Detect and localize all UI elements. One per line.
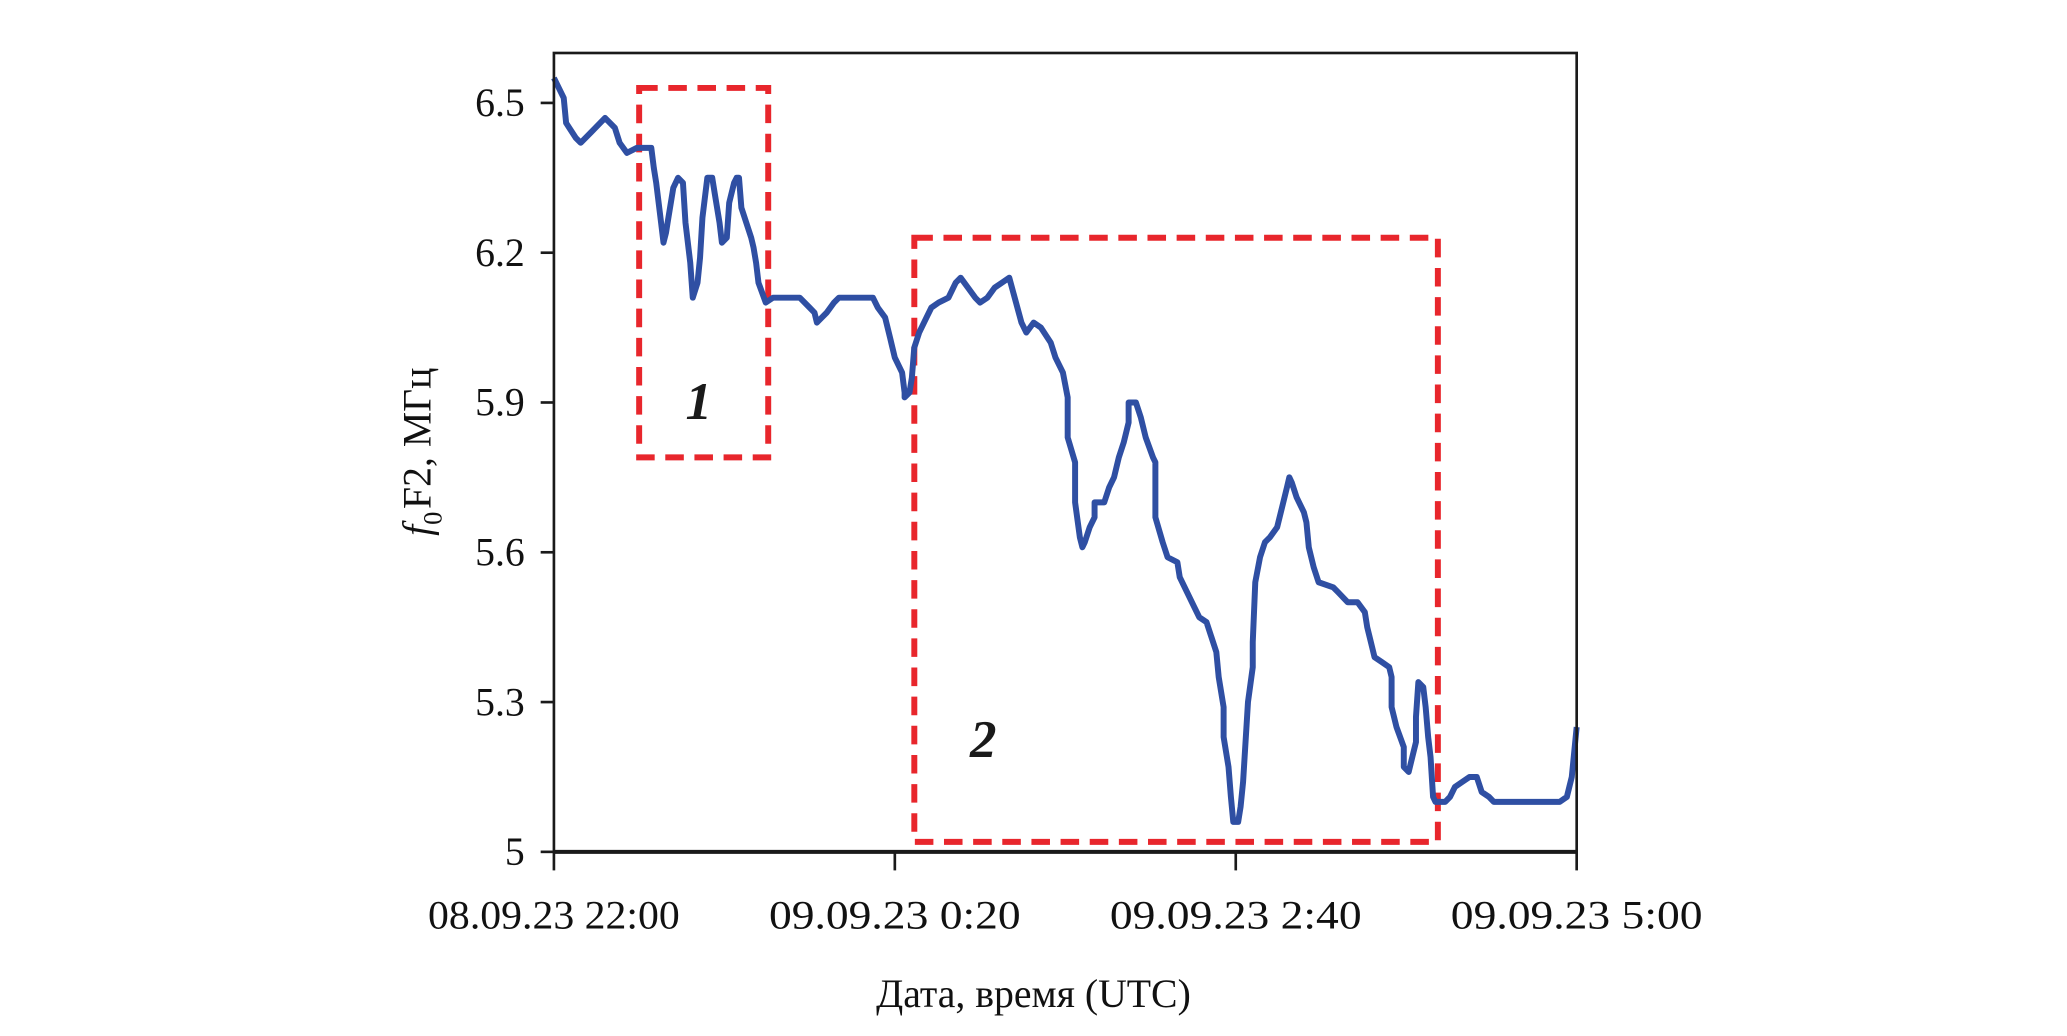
annotation-box-2 bbox=[911, 234, 1441, 845]
annotation-box-1 bbox=[636, 84, 772, 461]
x-tick-label: 09.09.23 0:20 bbox=[769, 894, 1021, 938]
x-axis-title: Дата, время (UTC) bbox=[876, 972, 1191, 1016]
annotation-label-1: 1 bbox=[686, 373, 713, 431]
y-tick-label: 5.3 bbox=[475, 680, 525, 724]
y-axis-title-rest: F2, МГц bbox=[396, 368, 440, 509]
y-tick-label: 5.9 bbox=[475, 381, 525, 425]
y-tick-label: 5.6 bbox=[475, 531, 525, 575]
y-tick-label: 6.5 bbox=[475, 81, 525, 125]
plot-frame bbox=[552, 51, 1578, 854]
y-axis-ticks: 6.5 6.2 5.9 5.6 5.3 5 bbox=[475, 81, 554, 874]
y-tick-label: 6.2 bbox=[475, 231, 525, 275]
annotation-label-2: 2 bbox=[969, 711, 996, 769]
x-tick-label: 09.09.23 5:00 bbox=[1451, 894, 1703, 938]
x-tick-label: 09.09.23 2:40 bbox=[1110, 894, 1362, 938]
annotation-boxes: 12 bbox=[636, 84, 1441, 845]
y-tick-label: 5 bbox=[505, 830, 525, 874]
series-line-fof2 bbox=[551, 76, 1580, 825]
y-axis-title: f0 F2, МГц bbox=[396, 368, 448, 536]
x-axis-ticks: 08.09.23 22:00 09.09.23 0:20 09.09.23 2:40… bbox=[428, 851, 1703, 938]
x-tick-label: 08.09.23 22:00 bbox=[428, 894, 680, 938]
y-axis-title-italic: f bbox=[396, 520, 440, 536]
y-axis-title-subscript: 0 bbox=[417, 512, 447, 525]
